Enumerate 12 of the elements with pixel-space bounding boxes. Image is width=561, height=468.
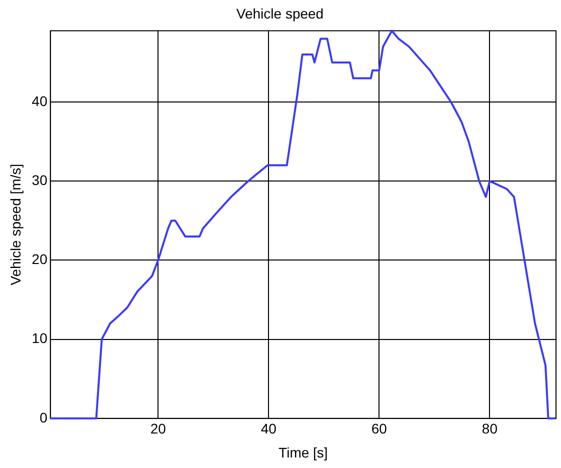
x-tick-label: 80: [482, 420, 498, 437]
y-axis-title: Vehicle speed [m/s]: [7, 164, 24, 286]
y-tick-label: 0: [40, 409, 48, 426]
y-tick-label: 30: [32, 172, 48, 188]
x-axis-title: Time [s]: [278, 444, 328, 460]
x-tick-label: 60: [371, 420, 388, 437]
chart-title: Vehicle speed: [236, 5, 324, 22]
y-tick-label: 10: [32, 330, 48, 346]
x-tick-label: 40: [260, 420, 277, 437]
y-tick-label: 40: [32, 92, 48, 109]
y-tick-label: 20: [32, 251, 48, 268]
x-tick-label: 20: [150, 420, 166, 437]
